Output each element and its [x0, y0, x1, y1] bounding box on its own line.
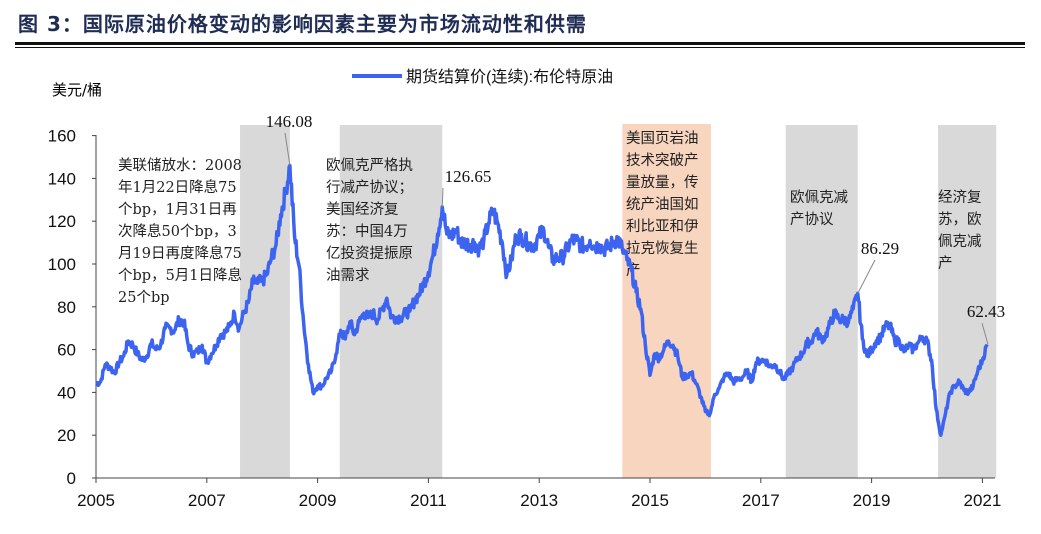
brent-price-line	[95, 163, 989, 437]
y-tick-label: 40	[57, 383, 76, 402]
x-tick-label: 2015	[631, 491, 669, 510]
annotation-p4-line: 苏，欧	[938, 211, 982, 228]
annotation-p1-line: 亿投资提振原	[326, 245, 413, 262]
value-leader-line	[284, 132, 291, 166]
annotation-p4-line: 经济复	[938, 188, 982, 206]
value-leader-line	[981, 322, 989, 345]
value-leader-line	[441, 187, 444, 207]
x-tick-label: 2021	[963, 491, 1001, 510]
annotation-p1-line: 苏：中国4万	[326, 223, 408, 240]
y-tick-label: 0	[67, 469, 76, 488]
annotation-p4-line: 产	[938, 255, 953, 272]
annotation-p0-line: 美联储放水：2008	[118, 157, 242, 174]
annotation-p4-line: 佩克减	[938, 233, 982, 250]
x-tick-label: 2009	[299, 491, 337, 510]
y-axis-unit: 美元/桶	[52, 81, 102, 99]
annotation-p1-line: 行减产协议；	[326, 179, 413, 196]
annotation-p2-line: 美国页岩油	[626, 130, 699, 147]
annotation-p2-line: 统产油国如	[626, 196, 699, 213]
value-label: 62.43	[967, 302, 1005, 321]
y-tick-label: 140	[48, 169, 76, 188]
annotation-p0-line: 25个bp	[118, 289, 170, 306]
annotation-p3-line: 产协议	[790, 211, 834, 228]
annotation-p2-line: 利比亚和伊	[626, 218, 699, 235]
annotation-p0-line: 月19日再度降息75	[118, 245, 242, 262]
annotation-p1-line: 油需求	[326, 267, 370, 284]
x-tick-label: 2019	[853, 491, 891, 510]
annotation-p0-line: 个bp，5月1日降息	[118, 267, 242, 284]
annotation-p1-line: 欧佩克严格执	[326, 157, 413, 174]
x-tick-label: 2013	[520, 491, 558, 510]
value-leader-line	[857, 259, 876, 294]
x-tick-label: 2007	[188, 491, 226, 510]
value-label: 86.29	[861, 239, 899, 258]
figure-title: 图 3：国际原油价格变动的影响因素主要为市场流动性和供需	[18, 12, 587, 36]
annotation-p0-line: 年1月22日降息75	[118, 179, 237, 196]
value-label: 146.08	[266, 112, 313, 131]
annotation-p2-line: 量放量，传	[626, 174, 699, 191]
legend-label: 期货结算价(连续):布伦特原油	[406, 67, 613, 86]
annotation-p1-line: 美国经济复	[326, 200, 399, 218]
x-tick-label: 2005	[77, 491, 115, 510]
annotation-p2-line: 技术突破产	[626, 152, 699, 169]
annotation-p0-line: 个bp，1月31日再	[118, 201, 237, 218]
shaded-period-1	[339, 125, 443, 478]
y-tick-label: 60	[57, 341, 76, 360]
y-tick-label: 80	[57, 298, 76, 317]
title-rule	[15, 42, 1025, 45]
y-tick-label: 160	[48, 127, 76, 146]
y-tick-label: 100	[48, 255, 76, 274]
y-tick-label: 20	[57, 426, 76, 445]
annotation-p2-line: 拉克恢复生	[626, 239, 699, 257]
shaded-period-3	[785, 125, 858, 478]
annotation-p3-line: 欧佩克减	[790, 189, 848, 206]
y-tick-label: 120	[48, 212, 76, 231]
title-rule-thin	[15, 47, 1025, 48]
x-tick-label: 2017	[742, 491, 780, 510]
value-label: 126.65	[445, 167, 492, 186]
legend: 期货结算价(连续):布伦特原油	[352, 67, 613, 86]
x-tick-label: 2011	[410, 491, 447, 510]
shaded-period-4	[938, 125, 997, 478]
annotation-p0-line: 次降息50个bp，3	[118, 223, 237, 240]
